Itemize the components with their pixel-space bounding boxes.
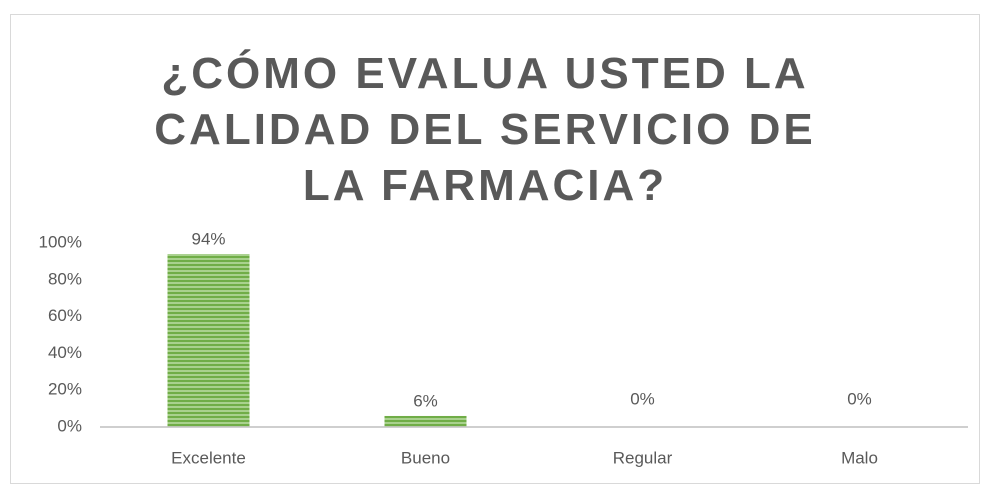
- y-tick-label: 60%: [48, 306, 82, 325]
- y-tick-label: 20%: [48, 380, 82, 399]
- x-tick-label: Malo: [841, 448, 878, 467]
- bar: [384, 415, 467, 427]
- y-tick-label: 40%: [48, 343, 82, 362]
- value-label: 94%: [191, 230, 225, 249]
- value-label: 0%: [630, 389, 655, 408]
- bar: [167, 254, 250, 427]
- x-tick-label: Excelente: [171, 448, 246, 467]
- y-tick-label: 80%: [48, 269, 82, 288]
- value-label: 0%: [847, 389, 872, 408]
- chart-title: ¿CÓMO EVALUA USTED LA CALIDAD DEL SERVIC…: [154, 49, 816, 210]
- x-tick-label: Regular: [613, 448, 673, 467]
- value-label: 6%: [413, 391, 438, 410]
- y-tick-label: 100%: [39, 232, 82, 251]
- x-tick-label: Bueno: [401, 448, 450, 467]
- y-tick-label: 0%: [57, 416, 82, 435]
